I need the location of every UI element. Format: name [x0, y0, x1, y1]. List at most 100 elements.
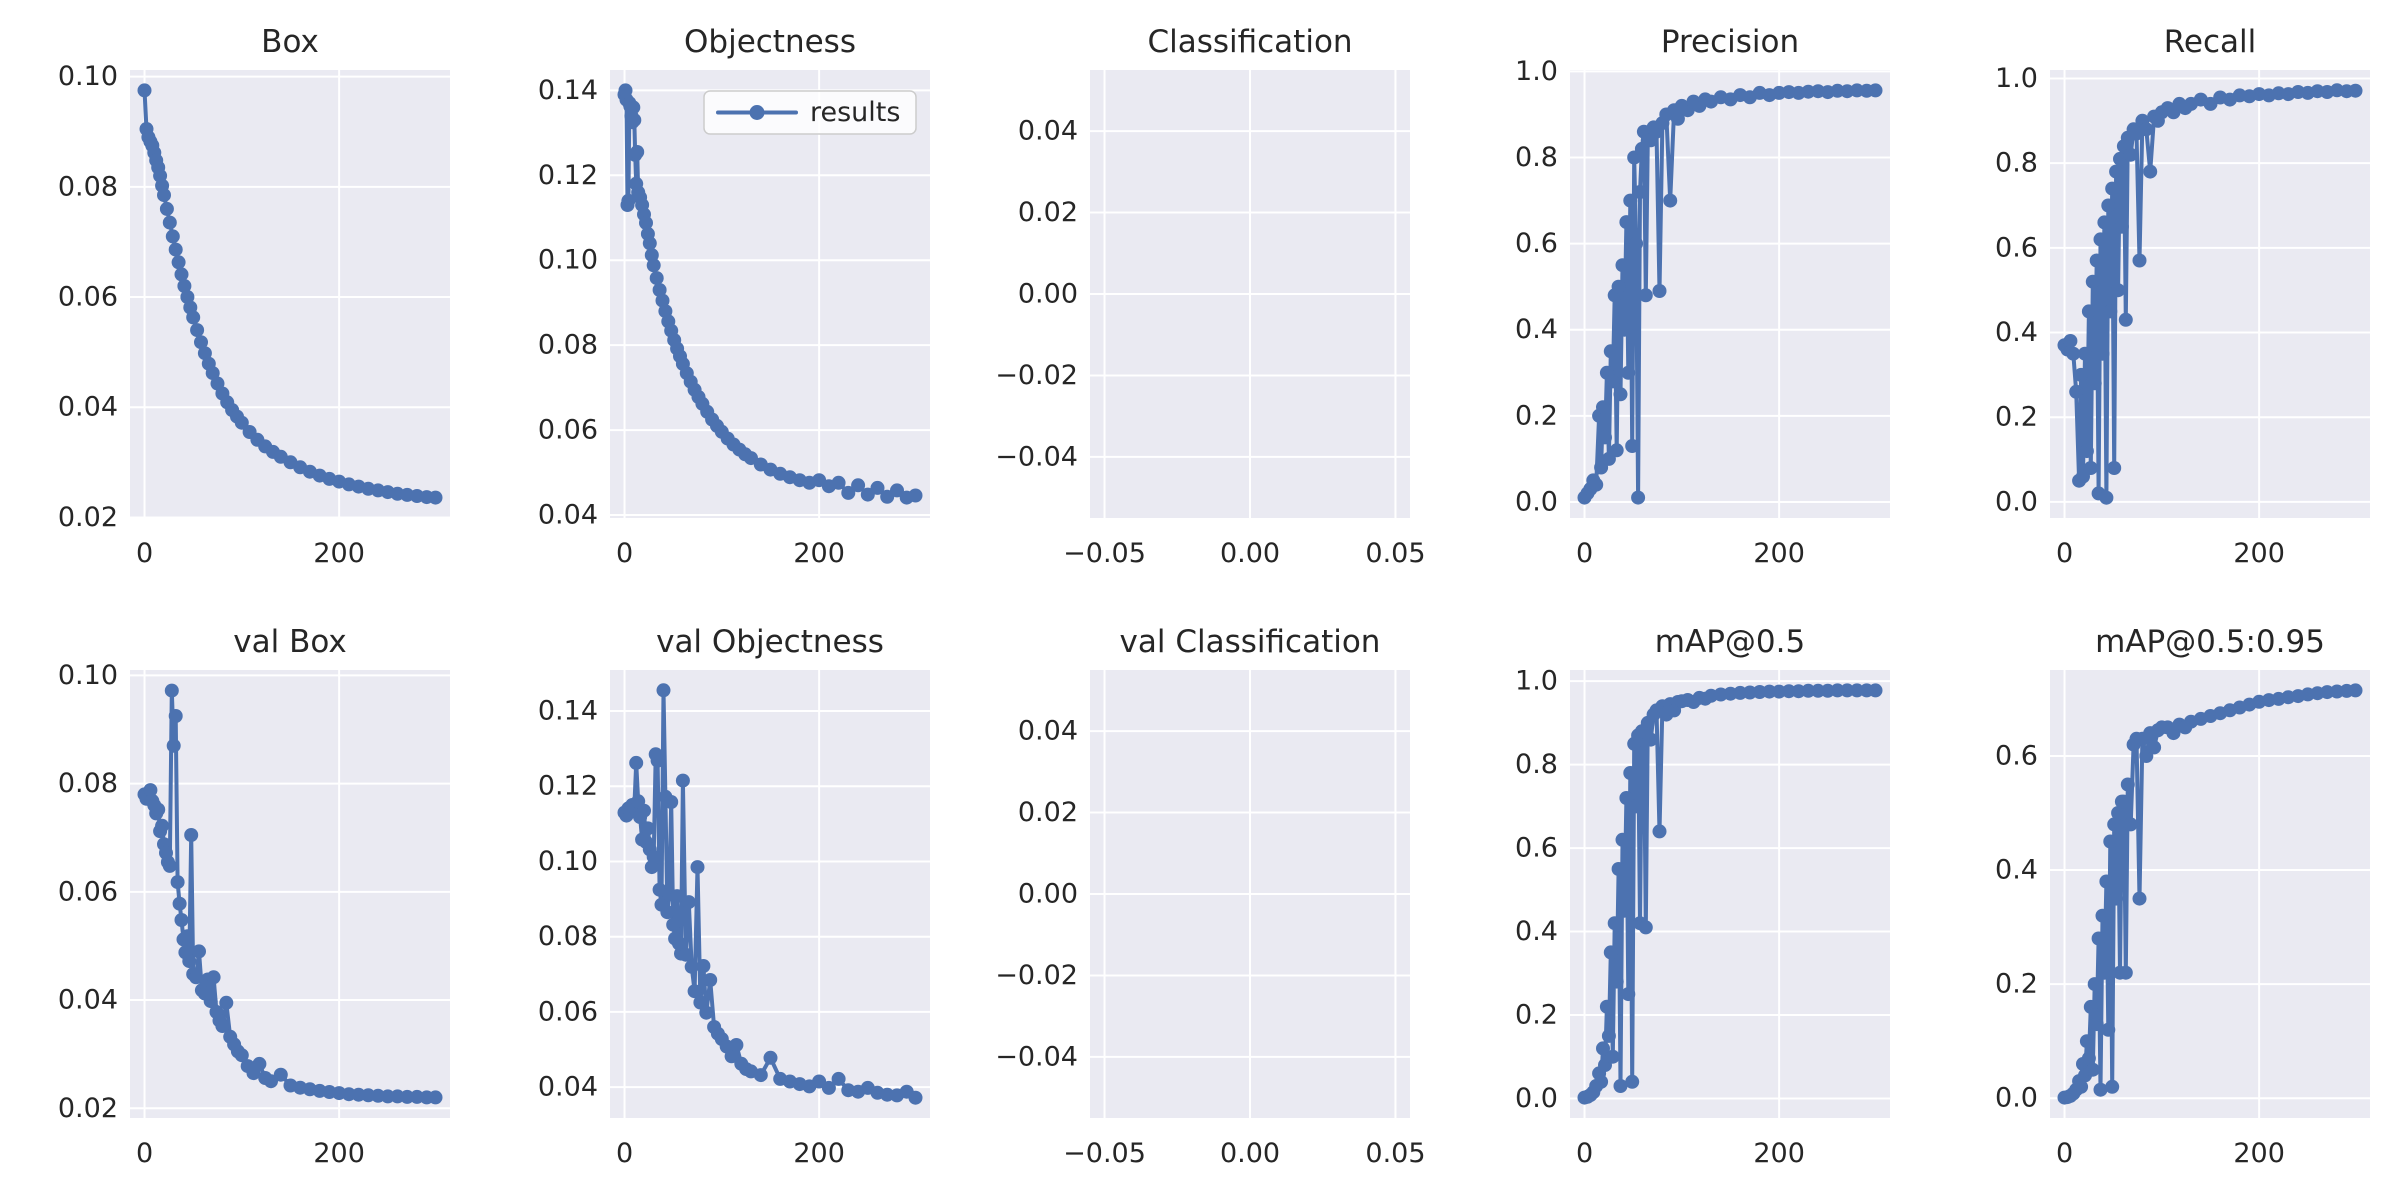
x-tick-label: 0.00	[1220, 1138, 1280, 1169]
y-tick-label: 1.0	[1515, 56, 1558, 87]
y-tick-label: 0.06	[58, 876, 118, 907]
data-point-marker	[650, 753, 665, 768]
data-point-marker	[192, 944, 206, 959]
data-point-marker	[2089, 253, 2104, 268]
y-tick-label: 0.00	[1018, 879, 1078, 910]
x-tick-label: 200	[1753, 538, 1805, 569]
data-point-marker	[180, 929, 195, 944]
y-tick-label: 0.12	[538, 771, 598, 802]
data-point-marker	[821, 1080, 836, 1095]
data-point-marker	[1762, 684, 1777, 699]
x-tick-label: 0	[136, 538, 153, 569]
data-point-marker	[2079, 1034, 2094, 1049]
y-tick-label: 0.0	[1995, 1083, 2038, 1114]
plot-area	[2050, 670, 2370, 1118]
chart-title: val Classification	[1120, 624, 1381, 660]
data-point-marker	[2139, 122, 2154, 137]
y-tick-label: 0.08	[538, 330, 598, 361]
data-point-marker	[1617, 322, 1632, 337]
plot-area	[130, 670, 450, 1118]
data-point-marker	[1605, 374, 1620, 389]
y-tick-label: −0.04	[995, 1041, 1078, 1072]
data-point-marker	[639, 215, 653, 230]
subplot-objectness: Objectness 0.14 0.12 0.10 0.08 0.06 0.04 0 200 re…	[538, 24, 930, 569]
chart-title: Recall	[2164, 24, 2257, 60]
data-point-marker	[1625, 1074, 1640, 1089]
data-point-marker	[1601, 1028, 1616, 1043]
data-point-marker	[2083, 999, 2098, 1014]
y-tick-label: 0.2	[1995, 402, 2038, 433]
data-point-marker	[2109, 164, 2124, 179]
data-point-marker	[1599, 999, 1614, 1014]
data-point-marker	[1596, 1041, 1610, 1056]
data-point-marker	[171, 255, 186, 270]
y-tick-label: 1.0	[1995, 63, 2038, 94]
y-tick-label: 0.04	[538, 1072, 598, 1103]
data-point-marker	[1629, 236, 1644, 251]
subplot-recall: Recall 1.0 0.8 0.6 0.4 0.2 0.0 0 200	[1995, 24, 2370, 569]
data-point-marker	[190, 323, 205, 338]
data-point-marker	[1652, 824, 1667, 839]
data-point-marker	[2091, 931, 2106, 946]
data-point-marker	[2095, 908, 2110, 923]
data-point-marker	[642, 236, 657, 251]
x-tick-label: 0.00	[1220, 538, 1280, 569]
legend-frame	[703, 90, 917, 135]
y-tick-label: 0.4	[1995, 317, 2038, 348]
y-tick-label: 0.4	[1515, 916, 1558, 947]
data-point-marker	[2074, 1079, 2089, 1094]
data-point-marker	[2097, 965, 2112, 980]
y-tick-label: 0.8	[1995, 148, 2038, 179]
data-point-marker	[670, 889, 685, 904]
data-point-marker	[159, 201, 174, 216]
data-point-marker	[172, 896, 187, 911]
y-tick-label: 0.00	[1018, 279, 1078, 310]
data-point-marker	[640, 821, 655, 836]
y-tick-label: 0.04	[538, 500, 598, 531]
y-tick-label: 0.10	[58, 660, 118, 691]
data-point-marker	[626, 100, 641, 115]
data-point-marker	[696, 959, 711, 973]
data-point-marker	[197, 346, 212, 361]
y-tick-label: 0.06	[538, 415, 598, 446]
y-tick-label: 0.08	[58, 171, 118, 202]
data-point-marker	[646, 849, 661, 864]
data-point-marker	[637, 803, 651, 818]
data-point-marker	[629, 755, 644, 770]
data-point-marker	[1609, 974, 1624, 989]
y-tick-label: 0.10	[538, 846, 598, 877]
subplot-val-objectness: val Objectness 0.14 0.12 0.10 0.08 0.06 0.04 0 2…	[538, 624, 930, 1169]
x-tick-label: 0	[1576, 538, 1593, 569]
chart-title: mAP@0.5	[1655, 624, 1805, 660]
data-point-marker	[157, 188, 171, 203]
data-point-marker	[2085, 1062, 2100, 1077]
data-point-marker	[2081, 1051, 2096, 1066]
data-point-marker	[2083, 461, 2098, 475]
data-point-marker	[1619, 215, 1634, 230]
chart-title: Classification	[1147, 24, 1352, 60]
data-point-marker	[1772, 684, 1787, 699]
x-tick-label: 200	[2233, 1138, 2285, 1169]
data-point-marker	[2101, 1022, 2116, 1037]
data-point-marker	[1607, 916, 1622, 931]
data-point-marker	[664, 795, 679, 809]
y-tick-label: 0.6	[1515, 833, 1558, 864]
y-tick-label: 0.8	[1515, 749, 1558, 780]
data-point-marker	[630, 145, 645, 159]
data-point-marker	[177, 279, 192, 293]
data-point-marker	[2085, 274, 2100, 289]
data-point-marker	[2111, 283, 2126, 298]
data-point-marker	[2123, 147, 2138, 162]
chart-title: mAP@0.5:0.95	[2095, 624, 2325, 660]
data-point-marker	[189, 970, 204, 985]
data-point-marker	[870, 480, 885, 495]
data-point-marker	[753, 1068, 768, 1083]
y-tick-label: 0.10	[538, 245, 598, 276]
legend: results	[703, 90, 917, 135]
data-point-marker	[170, 875, 185, 890]
data-point-marker	[194, 335, 208, 350]
x-tick-label: −0.05	[1063, 1138, 1146, 1169]
plot-area	[130, 70, 450, 518]
x-tick-label: 200	[313, 1138, 365, 1169]
data-point-marker	[649, 271, 664, 286]
